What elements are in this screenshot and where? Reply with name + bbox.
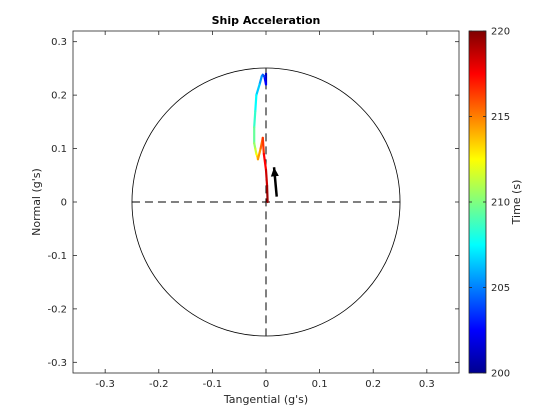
y-tick-label: 0 [61,198,67,209]
colorbar-tick-label: 220 [491,27,510,38]
trajectory-segment [265,184,269,204]
trajectory-segment [258,75,263,86]
colorbar-tick-label: 210 [491,198,510,209]
current-acceleration-vector [270,167,279,197]
trajectory-segment [255,83,261,97]
colorbar-tick-label: 205 [491,283,510,294]
trajectory-segment [254,94,258,113]
x-tick-label: -0.3 [95,379,115,390]
x-axis-ticks: -0.3 -0.2 -0.1 0 0.1 0.2 0.3 [95,31,435,390]
x-tick-label: 0 [263,379,269,390]
trajectory-segment [256,147,262,161]
y-tick-label: 0.1 [51,144,67,155]
y-tick-label: -0.3 [47,358,67,369]
colorbar-tick-label: 215 [491,112,510,123]
x-tick-label: 0.1 [312,379,328,390]
x-tick-label: -0.2 [149,379,169,390]
trajectory-segment [253,110,257,129]
trajectory-segment [264,168,269,188]
colorbar-label: Time (s) [510,180,523,226]
x-axis-label: Tangential (g's) [223,393,308,406]
x-tick-label: 0.2 [365,379,381,390]
trajectory-segment [261,136,265,156]
colorbar-tick-label: 200 [491,369,510,380]
colorbar-ticks: 200 205 210 215 220 [469,27,510,380]
y-tick-label: -0.1 [47,251,67,262]
y-tick-label: 0.2 [51,91,67,102]
chart-title: Ship Acceleration [212,14,321,27]
trajectory-segment [262,152,268,172]
y-tick-label: 0.3 [51,37,67,48]
trajectory-segment [263,75,268,86]
y-tick-label: -0.2 [47,304,67,315]
acceleration-trajectory [253,72,269,204]
x-tick-label: -0.1 [203,379,223,390]
x-tick-label: 0.3 [419,379,435,390]
y-axis-ticks: 0.3 0.2 0.1 0 -0.1 -0.2 -0.3 [47,37,459,369]
vector-arrowhead [270,167,279,177]
y-axis-label: Normal (g's) [30,168,43,236]
